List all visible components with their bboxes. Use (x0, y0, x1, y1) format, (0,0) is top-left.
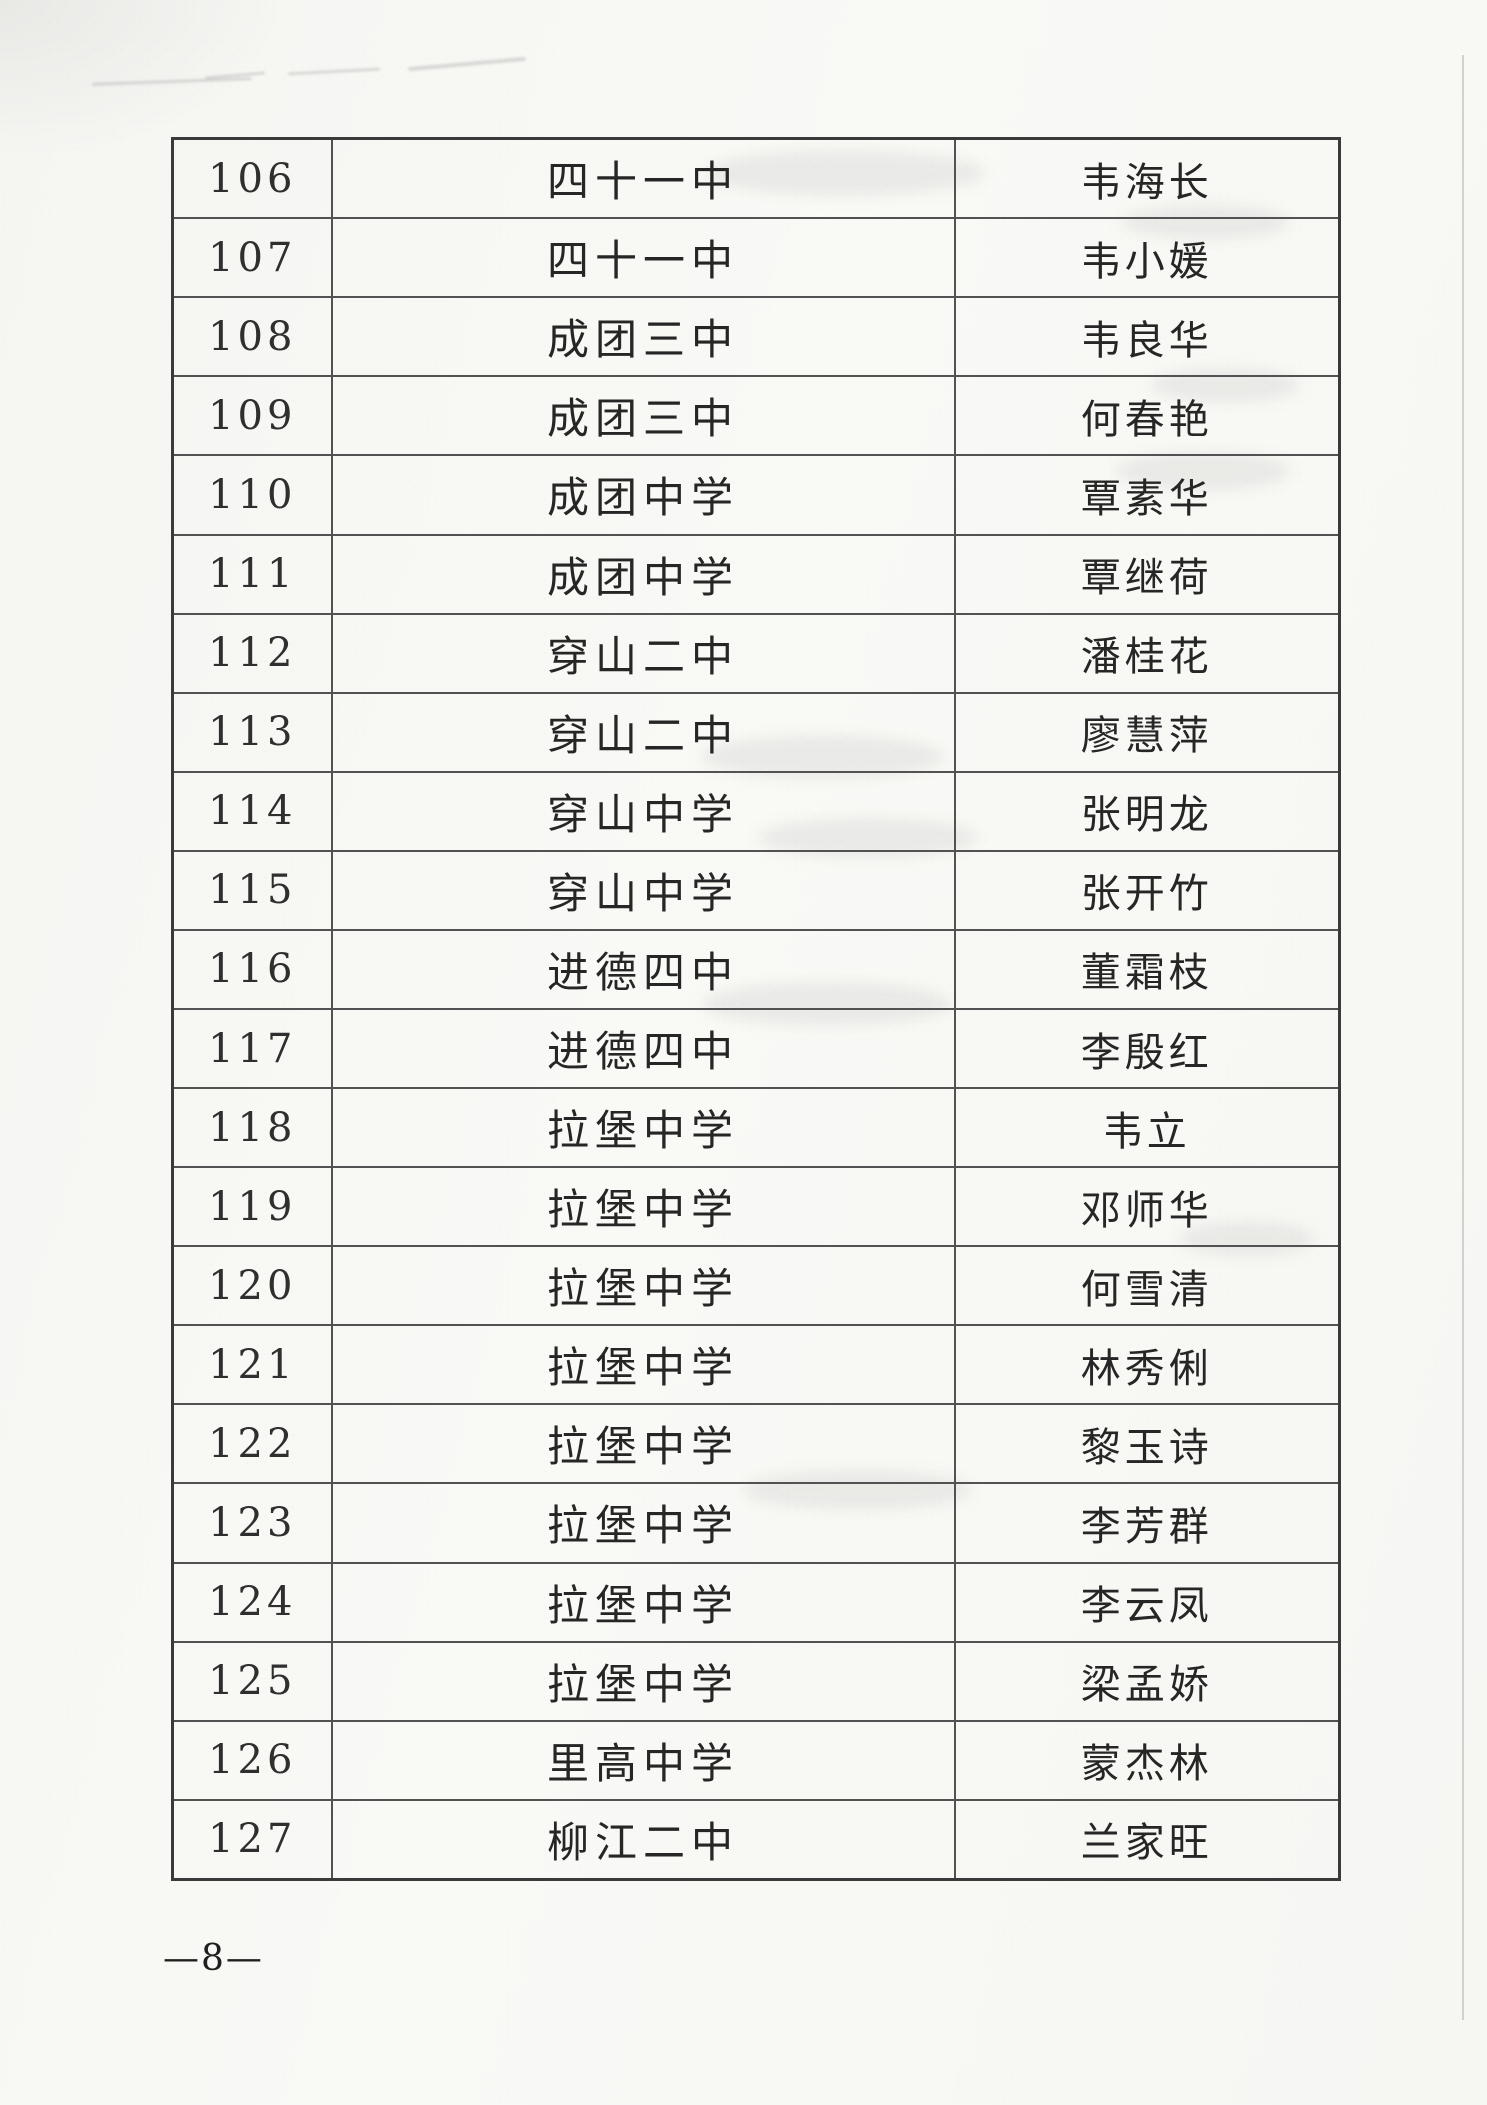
person-name-cell: 韦良华 (953, 296, 1341, 378)
school-name-cell: 成团三中 (330, 375, 956, 457)
person-name-cell: 张明龙 (953, 770, 1341, 852)
row-number-cell: 112 (171, 612, 333, 694)
row-number-cell: 116 (171, 928, 333, 1010)
table-row: 113 穿山二中 廖慧萍 (171, 691, 1341, 773)
table-row: 106 四十一中 韦海长 (171, 137, 1341, 220)
row-number-cell: 127 (171, 1798, 333, 1881)
person-name-cell: 覃素华 (953, 454, 1341, 536)
row-number-cell: 124 (171, 1561, 333, 1643)
row-number-cell: 106 (171, 137, 333, 220)
school-name-cell: 拉堡中学 (330, 1245, 956, 1327)
row-number-cell: 107 (171, 217, 333, 299)
person-name-cell: 韦立 (953, 1087, 1341, 1169)
person-name-cell: 李芳群 (953, 1482, 1341, 1564)
table-row: 121 拉堡中学 林秀俐 (171, 1324, 1341, 1406)
table-row: 122 拉堡中学 黎玉诗 (171, 1403, 1341, 1485)
row-number-cell: 109 (171, 375, 333, 457)
pencil-mark-artifact (287, 67, 381, 76)
school-name-cell: 拉堡中学 (330, 1166, 956, 1248)
person-name-cell: 蒙杰林 (953, 1719, 1341, 1801)
table-row: 107 四十一中 韦小媛 (171, 217, 1341, 299)
school-name-cell: 进德四中 (330, 928, 956, 1010)
table-row: 114 穿山中学 张明龙 (171, 770, 1341, 852)
row-number-cell: 115 (171, 849, 333, 931)
table-row: 117 进德四中 李殷红 (171, 1007, 1341, 1090)
row-number-cell: 123 (171, 1482, 333, 1564)
row-number-cell: 117 (171, 1007, 333, 1090)
table-row: 124 拉堡中学 李云凤 (171, 1561, 1341, 1643)
row-number-cell: 121 (171, 1324, 333, 1406)
person-name-cell: 韦小媛 (953, 217, 1341, 299)
person-name-cell: 何雪清 (953, 1245, 1341, 1327)
person-name-cell: 董霜枝 (953, 928, 1341, 1010)
table-row: 109 成团三中 何春艳 (171, 375, 1341, 457)
person-name-cell: 潘桂花 (953, 612, 1341, 694)
table-row: 127 柳江二中 兰家旺 (171, 1798, 1341, 1881)
table-row: 111 成团中学 覃继荷 (171, 533, 1341, 615)
school-name-cell: 穿山中学 (330, 770, 956, 852)
school-name-cell: 拉堡中学 (330, 1561, 956, 1643)
table-row: 125 拉堡中学 梁孟娇 (171, 1640, 1341, 1722)
school-name-cell: 拉堡中学 (330, 1403, 956, 1485)
school-name-cell: 成团三中 (330, 296, 956, 378)
table-row: 118 拉堡中学 韦立 (171, 1087, 1341, 1169)
row-number-cell: 118 (171, 1087, 333, 1169)
person-name-cell: 黎玉诗 (953, 1403, 1341, 1485)
person-name-cell: 何春艳 (953, 375, 1341, 457)
person-name-cell: 梁孟娇 (953, 1640, 1341, 1722)
row-number-cell: 120 (171, 1245, 333, 1327)
row-number-cell: 125 (171, 1640, 333, 1722)
table-row: 110 成团中学 覃素华 (171, 454, 1341, 536)
row-number-cell: 119 (171, 1166, 333, 1248)
row-number-cell: 110 (171, 454, 333, 536)
school-name-cell: 拉堡中学 (330, 1482, 956, 1564)
table-row: 112 穿山二中 潘桂花 (171, 612, 1341, 694)
row-number-cell: 122 (171, 1403, 333, 1485)
page-number: —8— (163, 1938, 264, 1979)
person-name-cell: 李殷红 (953, 1007, 1341, 1090)
table-row: 120 拉堡中学 何雪清 (171, 1245, 1341, 1327)
person-name-cell: 邓师华 (953, 1166, 1341, 1248)
person-name-cell: 林秀俐 (953, 1324, 1341, 1406)
person-name-cell: 李云凤 (953, 1561, 1341, 1643)
table-row: 123 拉堡中学 李芳群 (171, 1482, 1341, 1564)
table-row: 115 穿山中学 张开竹 (171, 849, 1341, 931)
roster-table: 106 四十一中 韦海长 107 四十一中 韦小媛 108 成团三中 韦良华 (171, 137, 1341, 1881)
row-number-cell: 126 (171, 1719, 333, 1801)
roster-body: 106 四十一中 韦海长 107 四十一中 韦小媛 108 成团三中 韦良华 (171, 137, 1341, 1881)
row-number-cell: 111 (171, 533, 333, 615)
table-row: 119 拉堡中学 邓师华 (171, 1166, 1341, 1248)
pencil-mark-artifact (408, 56, 526, 72)
person-name-cell: 韦海长 (953, 137, 1341, 220)
school-name-cell: 成团中学 (330, 533, 956, 615)
school-name-cell: 柳江二中 (330, 1798, 956, 1881)
school-name-cell: 进德四中 (330, 1007, 956, 1090)
table-row: 116 进德四中 董霜枝 (171, 928, 1341, 1010)
row-number-cell: 108 (171, 296, 333, 378)
row-number-cell: 113 (171, 691, 333, 773)
table-row: 126 里高中学 蒙杰林 (171, 1719, 1341, 1801)
school-name-cell: 四十一中 (330, 217, 956, 299)
school-name-cell: 拉堡中学 (330, 1324, 956, 1406)
school-name-cell: 里高中学 (330, 1719, 956, 1801)
school-name-cell: 四十一中 (330, 137, 956, 220)
school-name-cell: 穿山二中 (330, 612, 956, 694)
school-name-cell: 穿山二中 (330, 691, 956, 773)
school-name-cell: 拉堡中学 (330, 1087, 956, 1169)
scan-edge-artifact (1462, 55, 1464, 2020)
row-number-cell: 114 (171, 770, 333, 852)
school-name-cell: 成团中学 (330, 454, 956, 536)
person-name-cell: 张开竹 (953, 849, 1341, 931)
person-name-cell: 兰家旺 (953, 1798, 1341, 1881)
person-name-cell: 覃继荷 (953, 533, 1341, 615)
table-row: 108 成团三中 韦良华 (171, 296, 1341, 378)
scan-corner-shadow (0, 0, 300, 160)
school-name-cell: 穿山中学 (330, 849, 956, 931)
school-name-cell: 拉堡中学 (330, 1640, 956, 1722)
person-name-cell: 廖慧萍 (953, 691, 1341, 773)
